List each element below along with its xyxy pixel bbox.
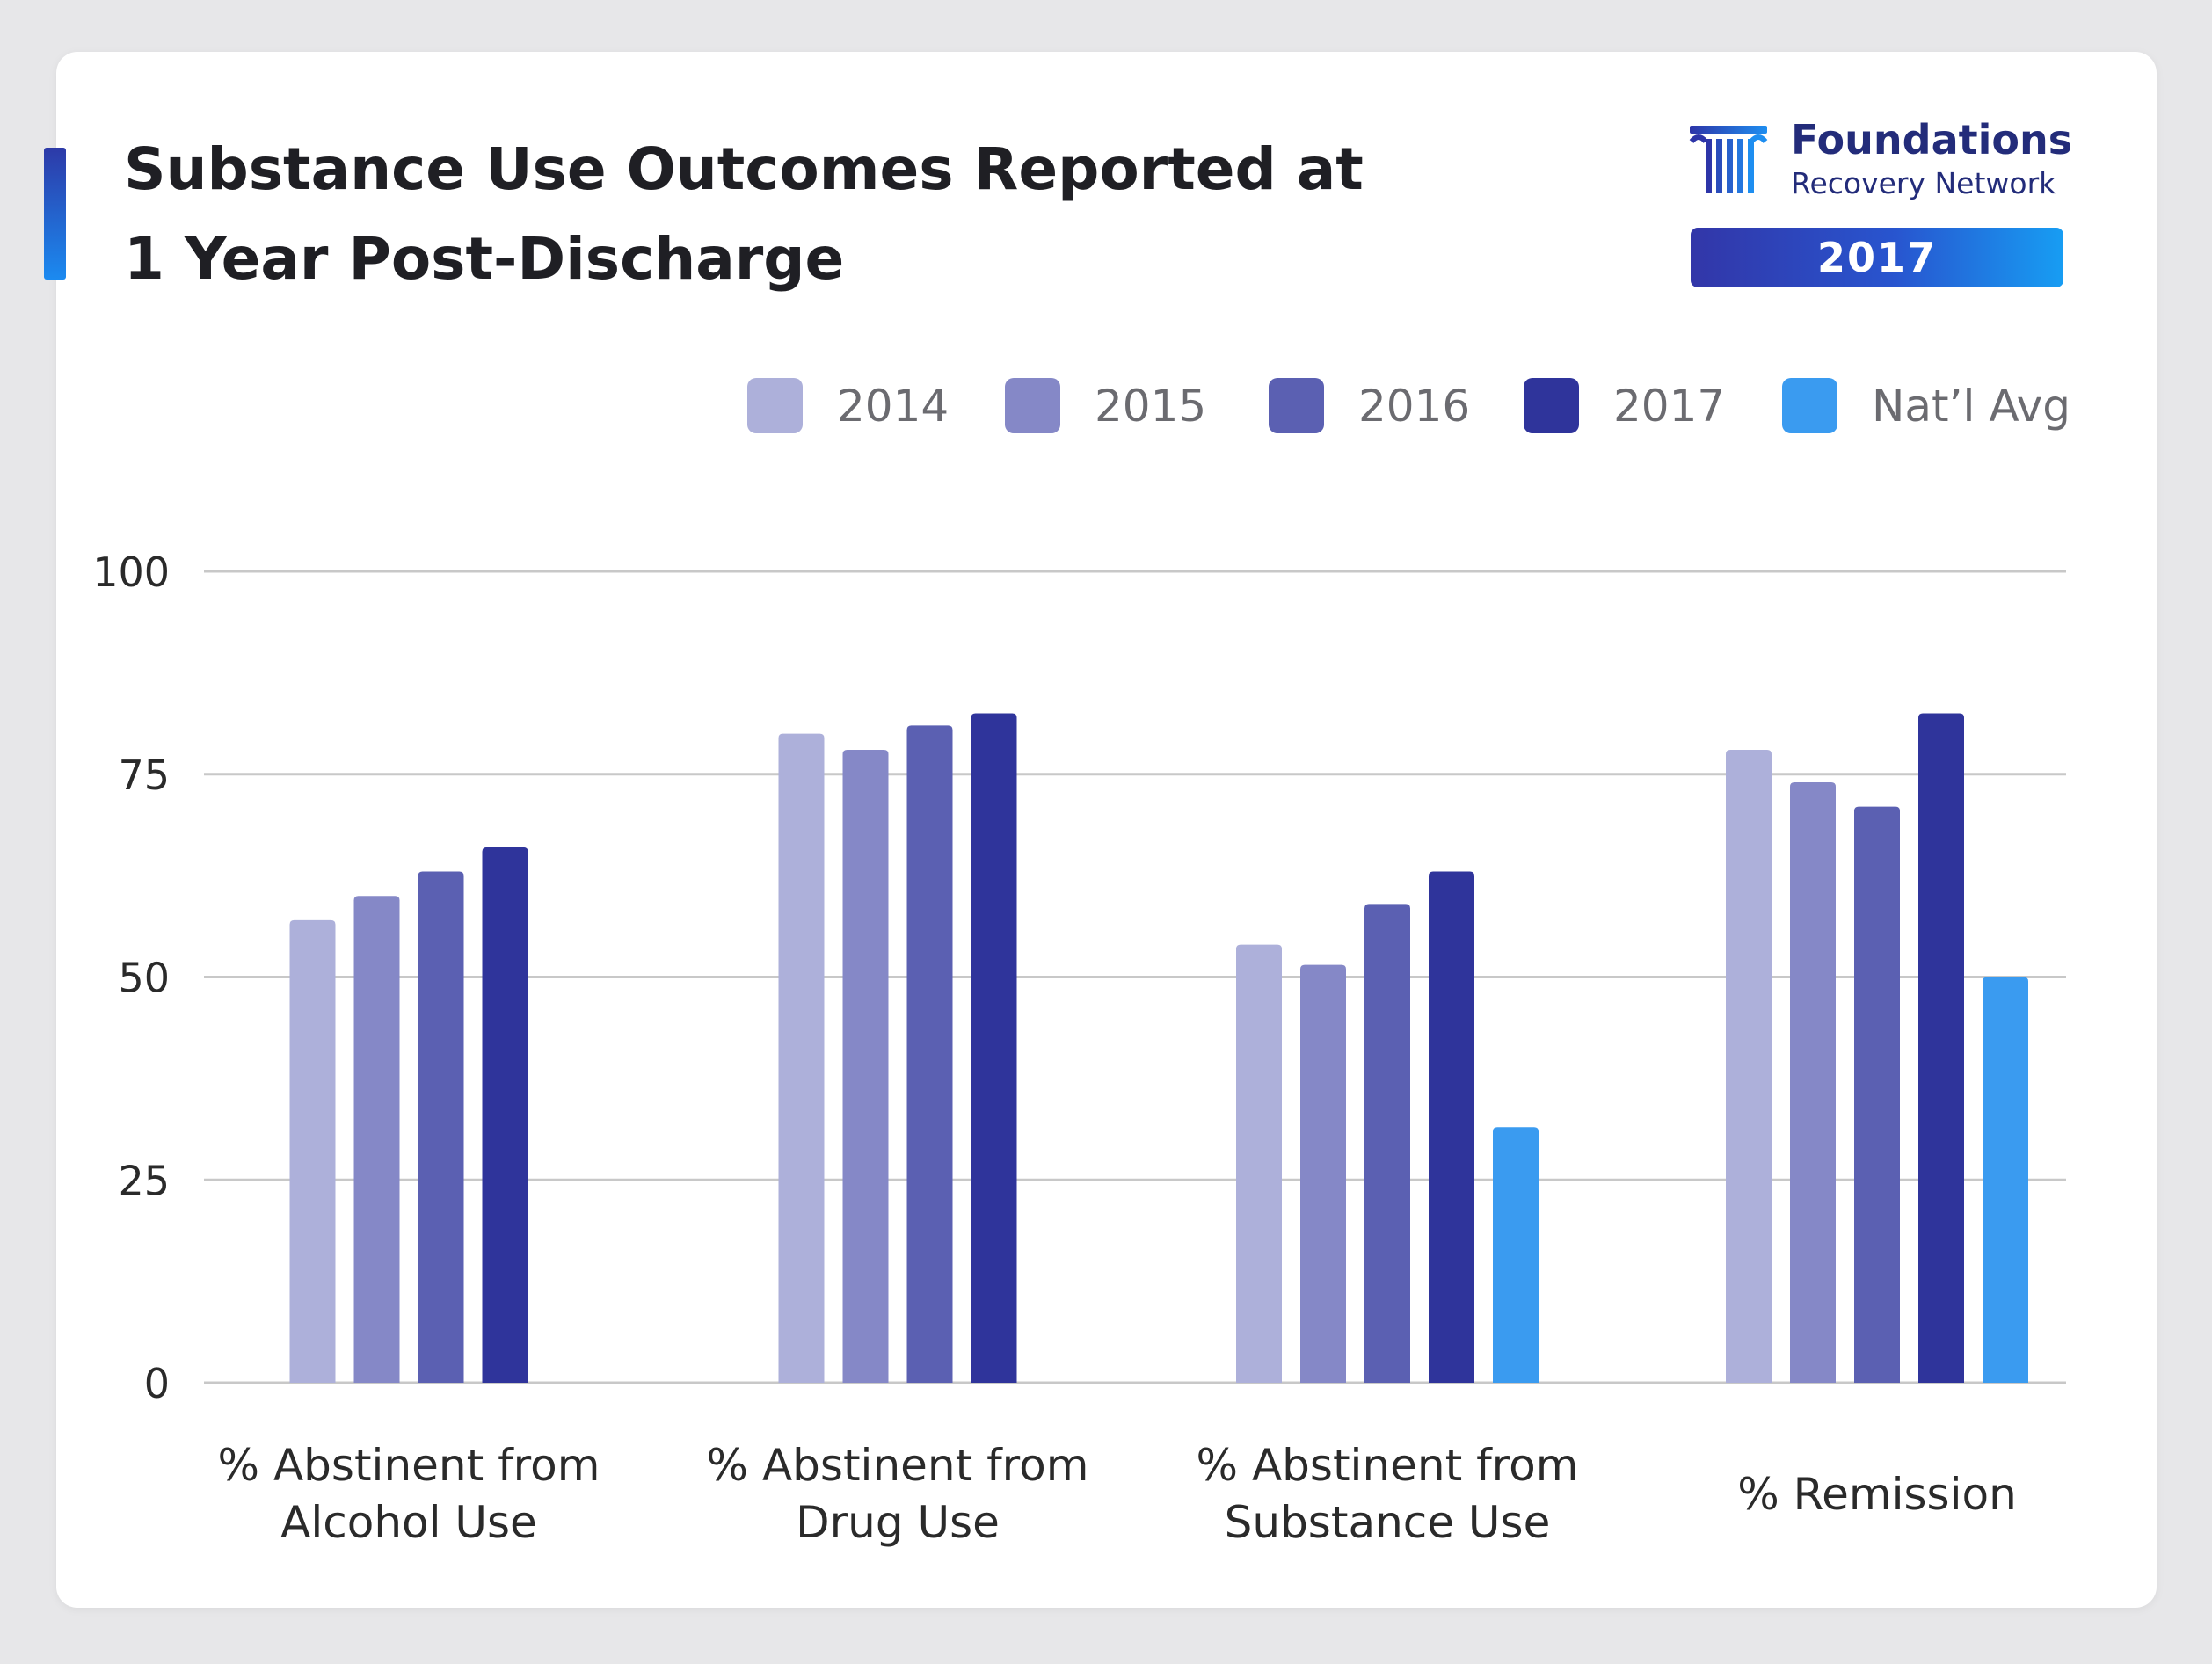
y-tick-label: 75 bbox=[118, 752, 170, 799]
x-category-label: Alcohol Use bbox=[280, 1497, 537, 1548]
bar-2015-cat2 bbox=[842, 750, 889, 1383]
chart-title: Substance Use Outcomes Reported at 1 Yea… bbox=[124, 125, 1364, 304]
legend-label: 2016 bbox=[1358, 381, 1470, 432]
bar-2017-cat2 bbox=[971, 713, 1017, 1383]
bar-2017-cat3 bbox=[1429, 871, 1474, 1383]
legend-swatch bbox=[1782, 378, 1837, 433]
legend-swatch bbox=[1005, 378, 1060, 433]
column-pillar-icon bbox=[1689, 126, 1768, 193]
legend-swatch bbox=[747, 378, 803, 433]
legend-swatch bbox=[1269, 378, 1324, 433]
bar-2016-cat1 bbox=[418, 871, 464, 1383]
bar-2015-cat4 bbox=[1790, 781, 1836, 1383]
bar-2016-cat4 bbox=[1854, 806, 1900, 1383]
chart-legend: 2014 2015 2016 2017 Nat’l Avg bbox=[747, 378, 2070, 433]
bars bbox=[289, 713, 2028, 1383]
bar-2017-cat1 bbox=[482, 847, 528, 1383]
y-tick-label: 50 bbox=[118, 955, 170, 1002]
logo-subtitle: Recovery Network bbox=[1791, 166, 2056, 200]
x-category-label: Drug Use bbox=[796, 1497, 1000, 1548]
y-tick-label: 25 bbox=[118, 1157, 170, 1204]
bar-2014-cat4 bbox=[1726, 750, 1772, 1383]
x-category-label: % Abstinent from bbox=[218, 1440, 600, 1491]
bar-2015-cat1 bbox=[353, 896, 400, 1383]
legend-label: 2014 bbox=[837, 381, 949, 432]
y-axis-ticks: 0 25 50 75 100 bbox=[92, 549, 170, 1407]
bar-2015-cat3 bbox=[1300, 964, 1346, 1383]
bar-nat-l-avg-cat3 bbox=[1493, 1127, 1539, 1383]
x-category-label: % Abstinent from bbox=[707, 1440, 1089, 1491]
year-badge: 2017 bbox=[1691, 228, 2063, 287]
legend-label: Nat’l Avg bbox=[1872, 381, 2070, 432]
bar-2014-cat3 bbox=[1236, 944, 1282, 1383]
bar-2017-cat4 bbox=[1918, 713, 1964, 1383]
legend-swatch bbox=[1524, 378, 1579, 433]
bar-2014-cat2 bbox=[778, 733, 825, 1383]
y-tick-label: 0 bbox=[144, 1360, 170, 1407]
x-category-label: % Abstinent from bbox=[1197, 1440, 1579, 1491]
x-category-label: Substance Use bbox=[1225, 1497, 1551, 1548]
legend-label: 2015 bbox=[1095, 381, 1206, 432]
x-category-label: % Remission bbox=[1737, 1469, 2017, 1520]
bar-nat-l-avg-cat4 bbox=[1983, 977, 2028, 1383]
chart-title-line2: 1 Year Post-Discharge bbox=[124, 225, 845, 293]
y-tick-label: 100 bbox=[92, 549, 170, 596]
bar-2016-cat2 bbox=[906, 725, 953, 1383]
legend-label: 2017 bbox=[1613, 381, 1725, 432]
x-axis-labels: % Abstinent from Alcohol Use % Abstinent f… bbox=[218, 1440, 2017, 1548]
bar-2016-cat3 bbox=[1364, 904, 1410, 1383]
chart-title-line1: Substance Use Outcomes Reported at bbox=[124, 135, 1364, 203]
logo-name: Foundations bbox=[1791, 116, 2073, 163]
bar-2014-cat1 bbox=[289, 919, 336, 1383]
title-accent-bar bbox=[44, 148, 66, 280]
